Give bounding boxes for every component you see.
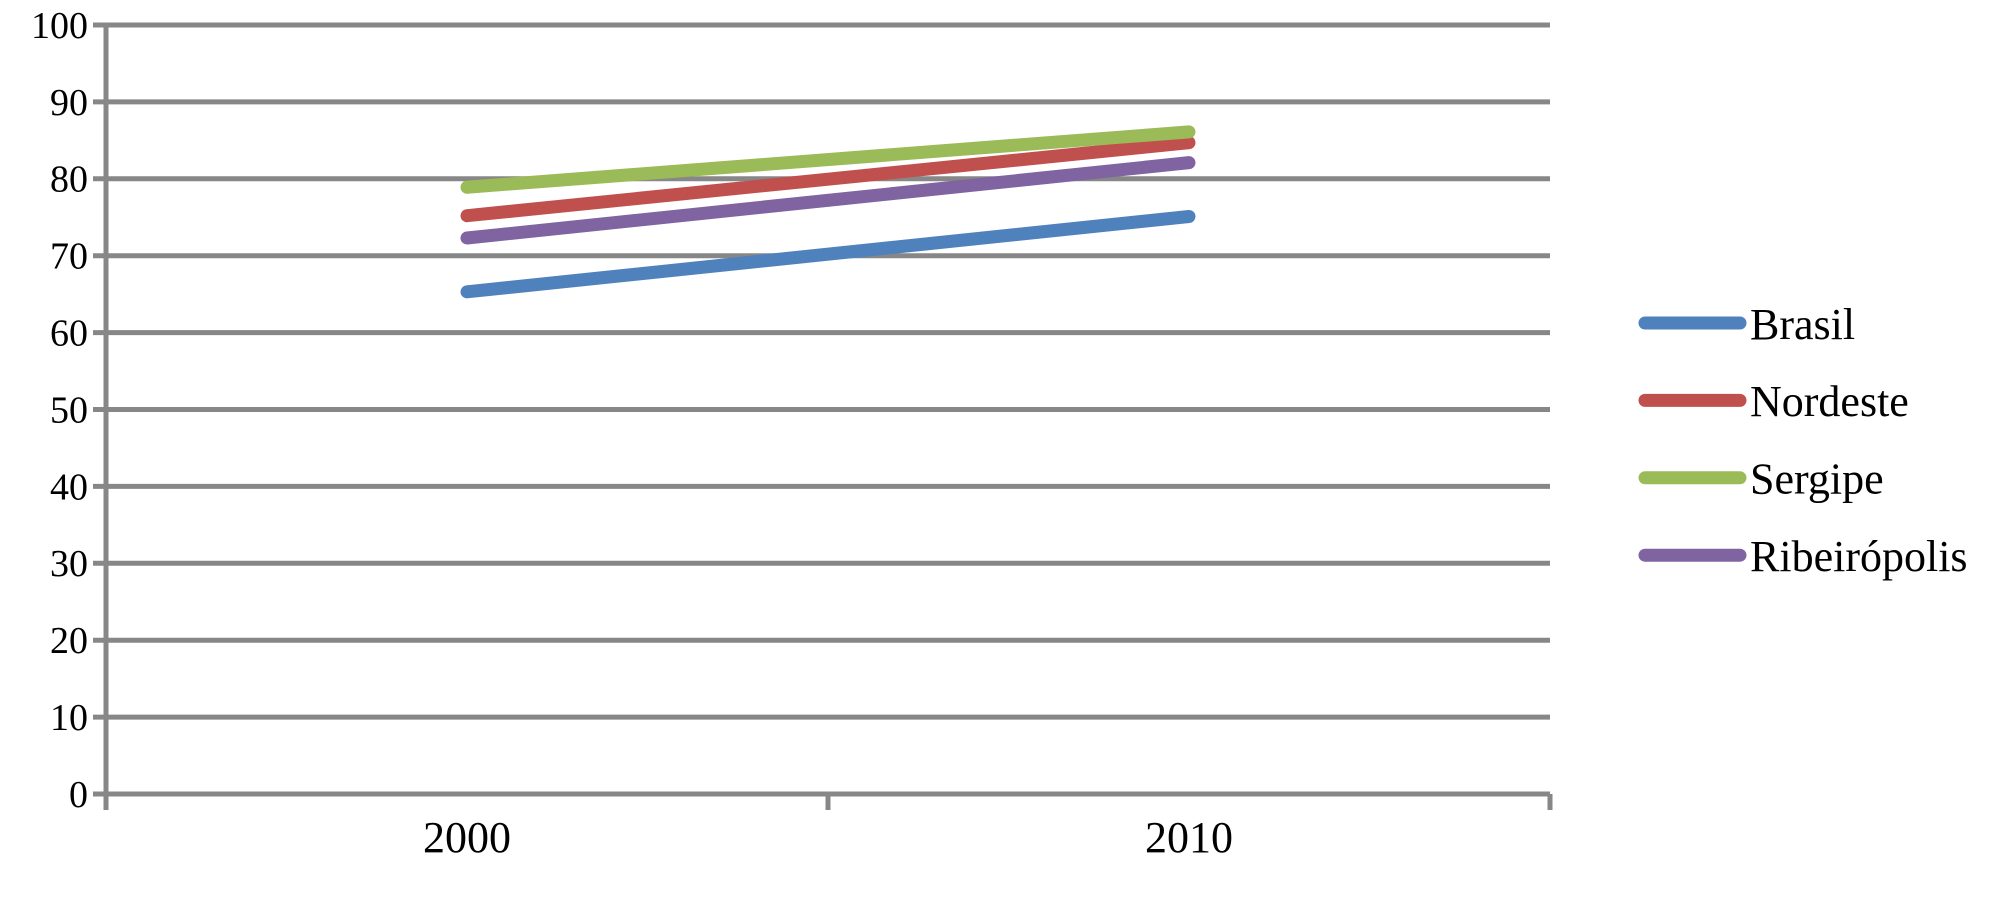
- legend-label-nordeste: Nordeste: [1750, 377, 1909, 426]
- legend-label-ribeiropolis: Ribeirópolis: [1750, 532, 1968, 581]
- series-line-sergipe: [460, 125, 1196, 194]
- y-tick-label: 40: [50, 466, 88, 508]
- y-tick-label: 100: [31, 5, 88, 47]
- legend-label-brasil: Brasil: [1750, 300, 1855, 349]
- y-tick-label: 30: [50, 543, 88, 585]
- y-tick-label: 50: [50, 389, 88, 431]
- x-tick-label: 2010: [1145, 813, 1233, 862]
- y-tick-label: 90: [50, 82, 88, 124]
- y-tick-label: 10: [50, 697, 88, 739]
- series-line-nordeste: [460, 136, 1196, 223]
- y-tick-label: 20: [50, 620, 88, 662]
- series-line-brasil: [460, 209, 1196, 299]
- y-tick-label: 0: [69, 774, 88, 816]
- y-tick-label: 70: [50, 236, 88, 278]
- y-tick-label: 60: [50, 313, 88, 355]
- y-tick-label: 80: [50, 159, 88, 201]
- legend-label-sergipe: Sergipe: [1750, 455, 1884, 504]
- x-tick-label: 2000: [423, 813, 511, 862]
- series-line-ribeiropolis: [460, 156, 1196, 245]
